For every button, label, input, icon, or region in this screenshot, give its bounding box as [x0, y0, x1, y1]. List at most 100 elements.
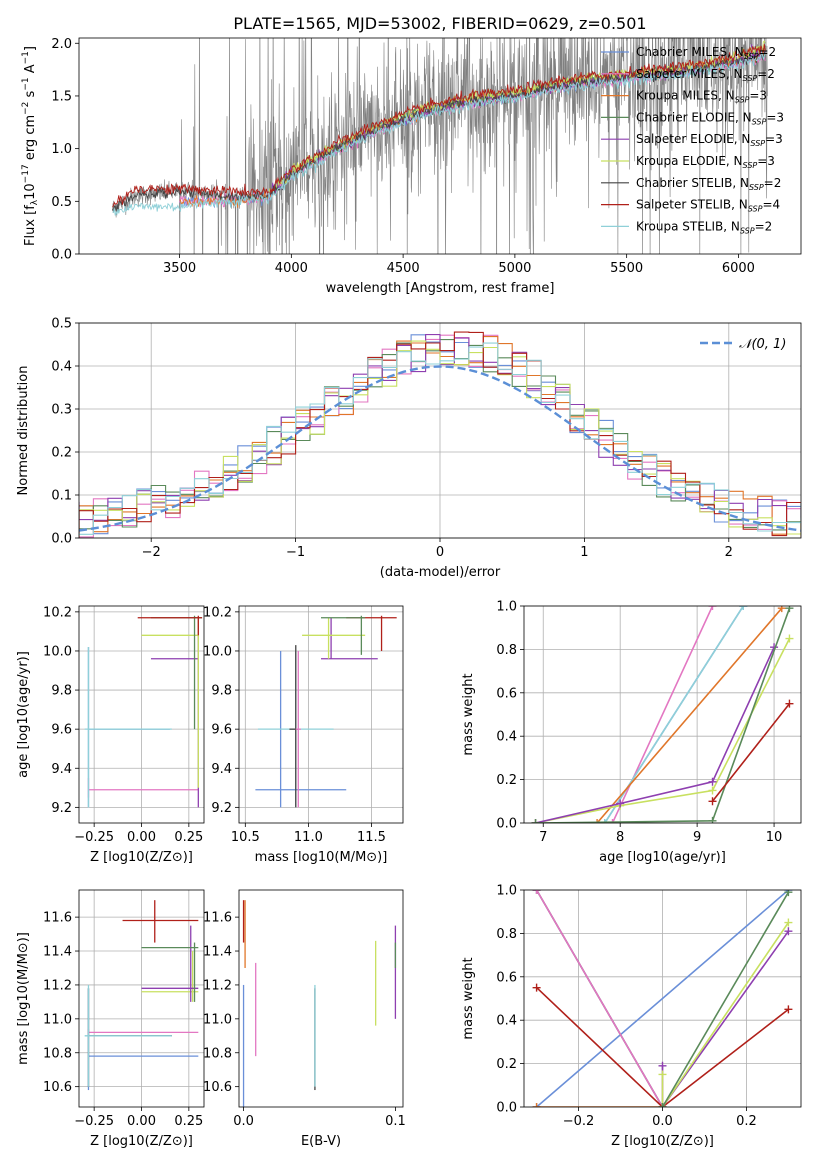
age_vs_mass-xtick-label: 11.5 — [357, 830, 386, 845]
age_vs_mass-xtick-label: 10.5 — [231, 830, 260, 845]
weight_vs_Z-line-chabrier_elodie — [661, 891, 790, 1107]
weight_vs_Z-point-kroupa_miles — [532, 1103, 541, 1107]
residuals-xtick-label: −1 — [286, 545, 305, 560]
weight_vs_age-point-kroupa_stelib — [600, 819, 609, 823]
spectrum-xtick-label: 6000 — [722, 261, 755, 276]
weight_vs_age-line-salpeter_elodie — [535, 646, 775, 823]
residuals-ytick-label: 0.1 — [51, 489, 72, 504]
figure-title: PLATE=1565, MJD=53002, FIBERID=0629, z=0… — [233, 14, 646, 33]
spectrum-xtick-label: 4500 — [387, 261, 420, 276]
legend-label-salpeter_stelib: Salpeter STELIB, NSSP=4 — [636, 198, 780, 214]
weight_vs_Z-point-chabrier_elodie — [784, 890, 793, 897]
legend-label-salpeter_miles: Salpeter MILES, NSSP=2 — [636, 67, 775, 83]
age_vs_Z-plot-area — [84, 615, 203, 808]
age_vs_mass-ytick-label: 9.2 — [211, 801, 232, 816]
weight_vs_age-xlabel: age [log10(age/yr)] — [599, 850, 726, 865]
weight_vs_age-ytick-label: 1.0 — [496, 600, 517, 615]
residuals-xtick-label: 1 — [580, 545, 588, 560]
weight_vs_Z-ytick-label: 0.8 — [496, 927, 517, 942]
weight_vs_Z-line-chabrier_miles — [536, 890, 789, 1107]
weight_vs_Z-xlabel: Z [log10(Z/Z⊙)] — [611, 1134, 714, 1149]
spectrum-model-salpeter_elodie — [268, 44, 766, 200]
weight_vs_age-xtick-label: 7 — [539, 830, 547, 845]
residuals-xtick-label: −2 — [142, 545, 161, 560]
mass_vs_Z-xtick-label: 0.25 — [174, 1114, 203, 1129]
age_vs_Z-ytick-label: 9.4 — [51, 762, 72, 777]
mass_vs_ebv-ytick-label: 11.2 — [203, 978, 232, 993]
mass_vs_Z-frame — [78, 889, 205, 1108]
weight_vs_Z-ytick-label: 0.6 — [496, 970, 517, 985]
mass_vs_ebv-xtick-label: 0.1 — [385, 1114, 406, 1129]
legend-label-kroupa_elodie: Kroupa ELODIE, NSSP=3 — [636, 154, 775, 170]
mass_vs_Z-ytick-label: 10.8 — [43, 1046, 72, 1061]
weight_vs_Z-ytick-label: 0.4 — [496, 1014, 517, 1029]
weight_vs_age-point-kroupa_stelib — [739, 606, 748, 610]
weight_vs_age-xtick-label: 10 — [766, 830, 783, 845]
spectrum-model-salpeter_stelib — [112, 44, 766, 208]
mass_vs_Z-xlabel: Z [log10(Z/Z⊙)] — [90, 1134, 193, 1149]
mass_vs_Z-ytick-label: 10.6 — [43, 1080, 72, 1095]
weight_vs_age-xtick-label: 9 — [693, 830, 701, 845]
weight_vs_age-point-kroupa_miles — [777, 606, 786, 613]
mass_vs_ebv-plot-area — [242, 900, 397, 1107]
spectrum-xtick-label: 5000 — [498, 261, 531, 276]
residuals-ytick-label: 0.3 — [51, 403, 72, 418]
mass_vs_ebv-ytick-label: 10.6 — [203, 1080, 232, 1095]
weight_vs_age-point-salpeter_stelib — [785, 699, 794, 708]
weight_vs_Z-point-kroupa_elodie — [784, 918, 793, 927]
spectrum-ytick-label: 0.0 — [51, 248, 72, 263]
weight_vs_Z-xtick-label: −0.2 — [563, 1114, 595, 1129]
legend-label-kroupa_miles: Kroupa MILES, NSSP=3 — [636, 89, 767, 105]
age_vs_Z-ytick-label: 9.2 — [51, 801, 72, 816]
residuals-xtick-label: 2 — [725, 545, 733, 560]
weight_vs_Z-point-salpeter_elodie — [784, 927, 793, 936]
age_vs_Z-axes: −0.25 0.00 0.25 9.2 9.4 9.6 9.8 10.0 10.2 Z [log1… — [16, 605, 205, 865]
spectrum-xlabel: wavelength [Angstrom, rest frame] — [326, 281, 555, 296]
age_vs_Z-ytick-label: 9.6 — [51, 723, 72, 738]
weight_vs_age-ytick-label: 0.2 — [496, 773, 517, 788]
weight_vs_age-ylabel: mass weight — [461, 673, 476, 755]
mass_vs_ebv-frame — [238, 889, 404, 1108]
weight_vs_Z-xtick-label: 0.2 — [736, 1114, 757, 1129]
legend-label-chabrier_miles: Chabrier MILES, NSSP=2 — [636, 45, 776, 61]
spectrum-xtick-label: 3500 — [163, 261, 196, 276]
age_vs_mass-axes: 10.5 11.0 11.5 9.2 9.4 9.6 9.8 10.0 10.2 mass [lo… — [203, 605, 404, 865]
age_vs_Z-xtick-label: 0.25 — [174, 830, 203, 845]
weight_vs_age-plot-area — [531, 606, 794, 823]
plots: 3500 4000 4500 5000 5500 6000 0.0 0.5 1.0 1.5 2.0 w… — [16, 37, 802, 1149]
weight_vs_Z-axes: −0.2 0.0 0.2 0.0 0.2 0.4 0.6 0.8 1.0 Z [log10(Z/Z… — [461, 884, 802, 1149]
mass_vs_ebv-ytick-label: 11.6 — [203, 911, 232, 926]
spectrum-ytick-label: 1.0 — [51, 142, 72, 157]
residual-hist-salpeter_stelib — [79, 331, 801, 537]
weight_vs_Z-line-salpeter_stelib — [536, 987, 789, 1107]
age_vs_Z-xlabel: Z [log10(Z/Z⊙)] — [90, 850, 193, 865]
residuals-ytick-label: 0.2 — [51, 446, 72, 461]
age_vs_Z-xtick-label: 0.00 — [127, 830, 156, 845]
residuals-ytick-label: 0.4 — [51, 360, 72, 375]
weight_vs_Z-xtick-label: 0.0 — [652, 1114, 673, 1129]
residuals-ytick-label: 0.5 — [51, 317, 72, 332]
gaussian-curve — [79, 365, 801, 532]
legend-label-kroupa_stelib: Kroupa STELIB, NSSP=2 — [636, 219, 772, 235]
weight_vs_age-frame — [523, 605, 802, 824]
weight_vs_age-line-salpeter_stelib — [711, 703, 791, 802]
weight_vs_age-ytick-label: 0.4 — [496, 730, 517, 745]
age_vs_Z-frame — [78, 605, 205, 824]
age_vs_Z-ytick-label: 10.0 — [43, 644, 72, 659]
legend-label-gauss: 𝒩(0, 1) — [739, 337, 786, 352]
weight_vs_age-point-kroupa_miles — [593, 819, 602, 823]
weight_vs_Z-line-salpeter_miles — [535, 890, 664, 1107]
mass_vs_Z-ytick-label: 11.6 — [43, 911, 72, 926]
age_vs_mass-ytick-label: 9.6 — [211, 723, 232, 738]
mass_vs_ebv-xtick-label: 0.0 — [233, 1114, 254, 1129]
weight_vs_age-xtick-label: 8 — [616, 830, 624, 845]
spectrum-ylabel: Flux [fλ10−17 erg cm−2 s−1 A−1] — [21, 46, 40, 246]
residuals-frame — [78, 322, 802, 539]
weight_vs_Z-point-chabrier_elodie — [658, 1103, 667, 1107]
weight_vs_Z-ytick-label: 1.0 — [496, 884, 517, 899]
mass_vs_Z-ytick-label: 11.2 — [43, 978, 72, 993]
residuals-legend: 𝒩(0, 1) — [700, 337, 786, 352]
weight_vs_age-ytick-label: 0.8 — [496, 643, 517, 658]
weight_vs_Z-point-salpeter_miles — [532, 890, 541, 894]
age_vs_Z-ylabel: age [log10(age/yr)] — [16, 651, 31, 778]
